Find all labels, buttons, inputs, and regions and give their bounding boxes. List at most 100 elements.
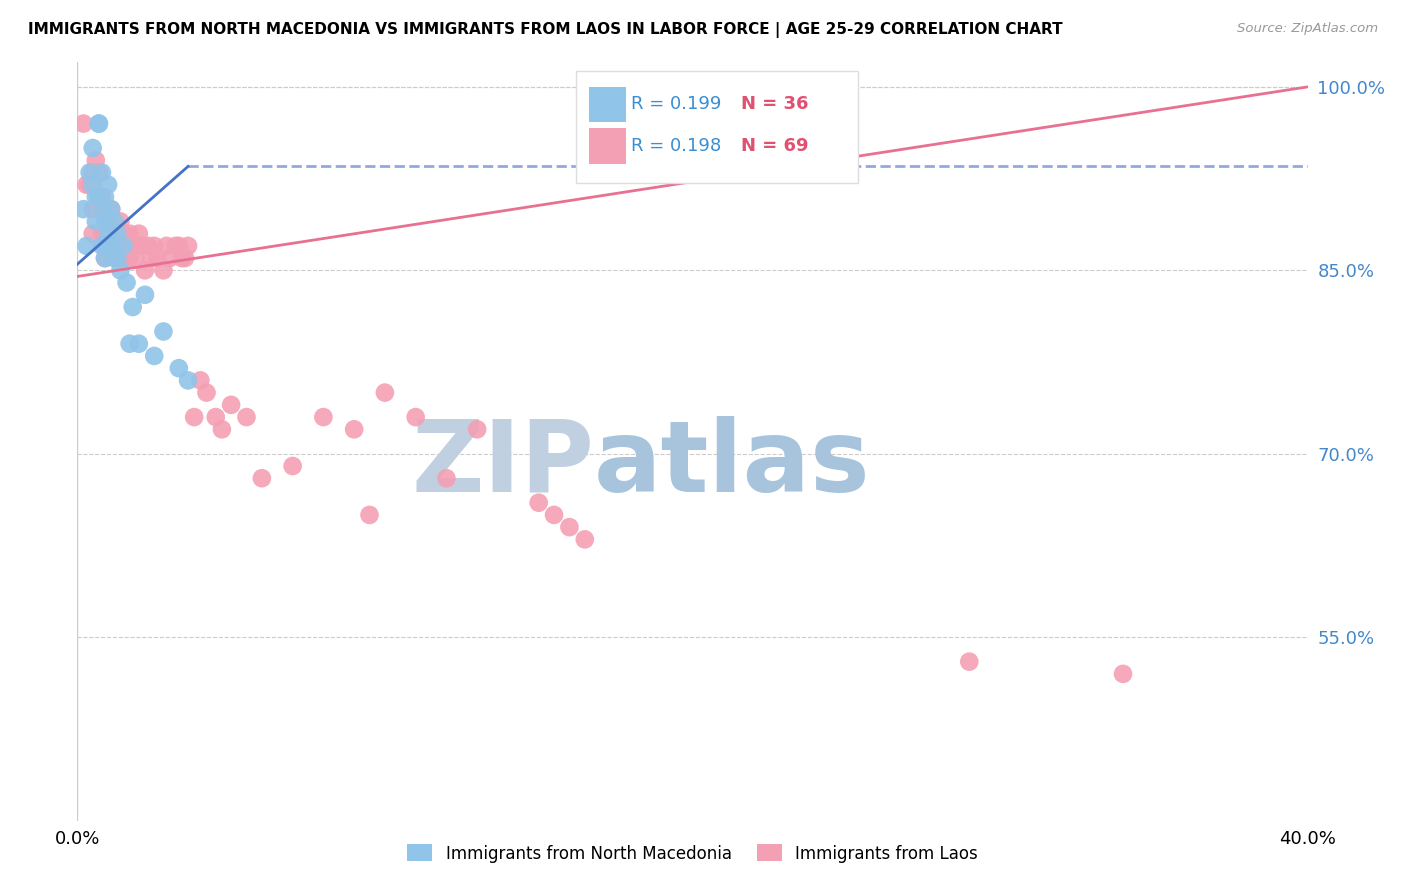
Point bbox=[94, 251, 117, 265]
Point bbox=[103, 214, 125, 228]
Point bbox=[94, 239, 117, 253]
Point bbox=[103, 214, 125, 228]
Point bbox=[219, 398, 242, 412]
Point bbox=[90, 202, 114, 217]
Point bbox=[143, 349, 166, 363]
Point bbox=[527, 496, 550, 510]
Point bbox=[97, 178, 120, 192]
Point bbox=[159, 251, 181, 265]
Point bbox=[174, 251, 197, 265]
Point bbox=[84, 214, 107, 228]
Point bbox=[141, 251, 163, 265]
Point bbox=[87, 117, 110, 131]
Point bbox=[97, 239, 120, 253]
Point bbox=[250, 471, 273, 485]
Point bbox=[112, 251, 135, 265]
Text: N = 69: N = 69 bbox=[741, 137, 808, 155]
Point bbox=[105, 251, 128, 265]
Point bbox=[82, 178, 104, 192]
Point bbox=[115, 276, 138, 290]
Point bbox=[235, 410, 257, 425]
Point bbox=[94, 251, 117, 265]
Point bbox=[82, 141, 104, 155]
Point bbox=[105, 227, 128, 241]
Point bbox=[87, 190, 110, 204]
Point bbox=[82, 227, 104, 241]
Point bbox=[100, 227, 122, 241]
Point bbox=[118, 251, 141, 265]
Text: Source: ZipAtlas.com: Source: ZipAtlas.com bbox=[1237, 22, 1378, 36]
Point bbox=[79, 178, 101, 192]
Point bbox=[115, 239, 138, 253]
Point bbox=[152, 263, 174, 277]
Point bbox=[155, 239, 177, 253]
Point bbox=[94, 227, 117, 241]
Point bbox=[343, 422, 366, 436]
Point bbox=[152, 325, 174, 339]
Point bbox=[436, 471, 458, 485]
Point bbox=[72, 202, 94, 217]
Point bbox=[110, 239, 132, 253]
Point bbox=[87, 117, 110, 131]
Text: R = 0.198: R = 0.198 bbox=[631, 137, 721, 155]
Point bbox=[97, 227, 120, 241]
Point bbox=[281, 458, 304, 473]
Point bbox=[131, 239, 153, 253]
Point bbox=[165, 239, 187, 253]
Point bbox=[312, 410, 335, 425]
Point bbox=[112, 239, 135, 253]
Point bbox=[105, 251, 128, 265]
Point bbox=[128, 239, 150, 253]
Point bbox=[204, 410, 226, 425]
Legend: Immigrants from North Macedonia, Immigrants from Laos: Immigrants from North Macedonia, Immigra… bbox=[401, 838, 984, 869]
Point bbox=[94, 202, 117, 217]
Text: ZIP: ZIP bbox=[411, 416, 595, 513]
Point bbox=[359, 508, 381, 522]
Point bbox=[90, 165, 114, 179]
Point bbox=[118, 336, 141, 351]
Point bbox=[177, 373, 200, 387]
Point bbox=[125, 251, 148, 265]
Point bbox=[100, 239, 122, 253]
Text: IMMIGRANTS FROM NORTH MACEDONIA VS IMMIGRANTS FROM LAOS IN LABOR FORCE | AGE 25-: IMMIGRANTS FROM NORTH MACEDONIA VS IMMIG… bbox=[28, 22, 1063, 38]
Point bbox=[82, 165, 104, 179]
Point bbox=[82, 202, 104, 217]
Point bbox=[183, 410, 205, 425]
Point bbox=[143, 239, 166, 253]
Point bbox=[87, 190, 110, 204]
Point bbox=[957, 655, 980, 669]
Point bbox=[76, 239, 98, 253]
Point bbox=[1112, 666, 1135, 681]
Point bbox=[79, 165, 101, 179]
Point bbox=[90, 190, 114, 204]
Point bbox=[105, 227, 128, 241]
Point bbox=[87, 165, 110, 179]
Point bbox=[72, 117, 94, 131]
Point bbox=[167, 239, 190, 253]
Point bbox=[405, 410, 427, 425]
Point bbox=[94, 214, 117, 228]
Text: atlas: atlas bbox=[595, 416, 870, 513]
Point bbox=[128, 336, 150, 351]
Point bbox=[374, 385, 396, 400]
Point bbox=[170, 251, 193, 265]
Point bbox=[97, 214, 120, 228]
Point bbox=[211, 422, 233, 436]
Point bbox=[195, 385, 218, 400]
Point bbox=[167, 361, 190, 376]
Point bbox=[128, 227, 150, 241]
Point bbox=[543, 508, 565, 522]
Point bbox=[112, 227, 135, 241]
Text: N = 36: N = 36 bbox=[741, 95, 808, 113]
Point bbox=[90, 239, 114, 253]
Point bbox=[188, 373, 212, 387]
Point bbox=[134, 263, 156, 277]
Point bbox=[134, 287, 156, 301]
Point bbox=[100, 202, 122, 217]
Point bbox=[177, 239, 200, 253]
Text: R = 0.199: R = 0.199 bbox=[631, 95, 721, 113]
Point bbox=[84, 153, 107, 168]
Point bbox=[110, 214, 132, 228]
Point bbox=[110, 263, 132, 277]
Point bbox=[94, 190, 117, 204]
